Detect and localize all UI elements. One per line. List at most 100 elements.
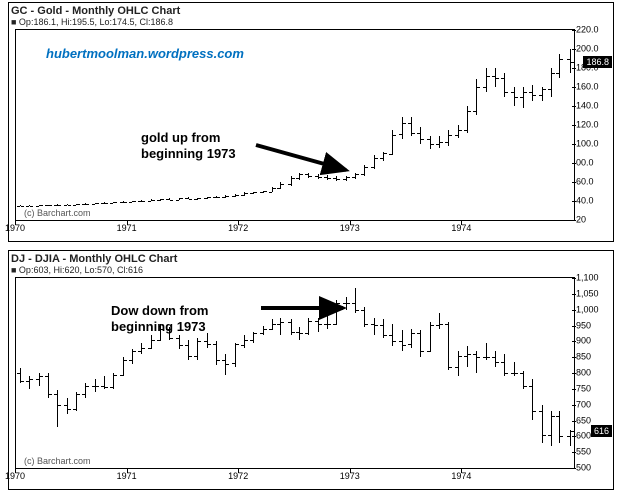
ohlc-bar	[411, 117, 412, 136]
ohlc-bar	[188, 197, 189, 199]
y-tick-label: 1,050	[576, 289, 599, 298]
ohlc-bar	[85, 203, 86, 204]
ohlc-bar	[225, 195, 226, 197]
gold-subtitle: ■ Op:186.1, Hi:195.5, Lo:174.5, Cl:186.8	[9, 17, 613, 29]
ohlc-bar	[225, 354, 226, 375]
ohlc-bar	[355, 288, 356, 313]
y-tick-label: 140.0	[576, 102, 599, 111]
djia-title: DJ - DJIA - Monthly OHLC Chart	[9, 251, 613, 265]
djia-subtitle: ■ Op:603, Hi:620, Lo:570, Cl:616	[9, 265, 613, 277]
ohlc-bar	[253, 332, 254, 343]
ohlc-bar	[308, 173, 309, 179]
watermark: hubertmoolman.wordpress.com	[46, 46, 244, 61]
ohlc-bar	[570, 430, 571, 446]
y-tick-label: 550	[576, 448, 591, 457]
ohlc-bar	[514, 87, 515, 106]
ohlc-bar	[467, 346, 468, 367]
djia-y-ticks: 5005506006507007508008509009501,0001,050…	[576, 278, 610, 468]
ohlc-bar	[244, 192, 245, 196]
ohlc-bar	[207, 333, 208, 347]
gold-x-axis: 19701971197219731974	[15, 223, 575, 237]
ohlc-bar	[263, 326, 264, 336]
y-tick-label: 800	[576, 369, 591, 378]
ohlc-bar	[392, 130, 393, 156]
y-tick-label: 700	[576, 400, 591, 409]
ohlc-bar	[244, 335, 245, 348]
y-tick-label: 220.0	[576, 26, 599, 35]
y-tick-label: 60.0	[576, 178, 594, 187]
ohlc-bar	[318, 318, 319, 332]
ohlc-bar	[197, 198, 198, 200]
y-tick-label: 40.0	[576, 197, 594, 206]
y-tick-label: 850	[576, 353, 591, 362]
ohlc-bar	[551, 68, 552, 97]
ohlc-bar	[67, 398, 68, 414]
ohlc-bar	[430, 322, 431, 352]
djia-x-axis: 19701971197219731974	[15, 471, 575, 485]
gold-price-badge: 186.8	[583, 56, 612, 68]
ohlc-bar	[495, 68, 496, 87]
ohlc-bar	[207, 197, 208, 199]
y-tick-label: 100.0	[576, 140, 599, 149]
ohlc-bar	[132, 201, 133, 203]
ohlc-bar	[559, 411, 560, 443]
ohlc-bar	[486, 343, 487, 360]
y-tick-label: 750	[576, 384, 591, 393]
ohlc-bar	[336, 300, 337, 325]
gold-title: GC - Gold - Monthly OHLC Chart	[9, 3, 613, 17]
ohlc-bar	[346, 297, 347, 310]
djia-chart-panel: DJ - DJIA - Monthly OHLC Chart ■ Op:603,…	[8, 250, 614, 490]
ohlc-bar	[188, 340, 189, 361]
ohlc-bar	[57, 390, 58, 426]
ohlc-bar	[48, 373, 49, 398]
ohlc-bar	[299, 173, 300, 181]
ohlc-bar	[364, 165, 365, 176]
ohlc-bar	[141, 343, 142, 354]
ohlc-bar	[420, 127, 421, 144]
y-tick-label: 00.0	[576, 159, 594, 168]
ohlc-bar	[355, 173, 356, 180]
ohlc-bar	[551, 411, 552, 446]
djia-plot-area: 5005506006507007508008509009501,0001,050…	[15, 277, 575, 469]
ohlc-bar	[439, 136, 440, 147]
ohlc-bar	[169, 327, 170, 340]
ohlc-bar	[197, 338, 198, 360]
ohlc-bar	[291, 319, 292, 335]
y-tick-label: 600	[576, 432, 591, 441]
ohlc-bar	[95, 379, 96, 392]
ohlc-bar	[504, 73, 505, 97]
y-tick-label: 20	[576, 216, 586, 225]
ohlc-bar	[20, 205, 21, 206]
y-tick-label: 1,100	[576, 274, 599, 283]
ohlc-bar	[272, 319, 273, 330]
ohlc-bar	[141, 200, 142, 202]
ohlc-bar	[327, 313, 328, 329]
gold-chart-panel: GC - Gold - Monthly OHLC Chart ■ Op:186.…	[8, 2, 614, 242]
y-tick-label: 200.0	[576, 45, 599, 54]
ohlc-bar	[123, 357, 124, 376]
ohlc-bar	[383, 152, 384, 162]
y-tick-label: 900	[576, 337, 591, 346]
ohlc-bar	[160, 324, 161, 341]
ohlc-bar	[67, 204, 68, 205]
ohlc-bar	[132, 349, 133, 363]
ohlc-bar	[532, 85, 533, 101]
ohlc-bar	[29, 205, 30, 206]
ohlc-bar	[76, 392, 77, 411]
ohlc-bar	[402, 330, 403, 351]
ohlc-bar	[327, 175, 328, 180]
ohlc-bar	[235, 343, 236, 367]
djia-price-badge: 616	[591, 425, 612, 437]
gold-credit: (c) Barchart.com	[16, 207, 91, 220]
ohlc-bar	[383, 319, 384, 338]
ohlc-bar	[402, 117, 403, 139]
ohlc-bar	[291, 176, 292, 186]
ohlc-bar	[253, 192, 254, 195]
ohlc-bar	[458, 351, 459, 376]
djia-arrow-icon	[16, 278, 574, 468]
ohlc-bar	[514, 362, 515, 376]
ohlc-bar	[151, 199, 152, 201]
ohlc-bar	[542, 405, 543, 443]
ohlc-bar	[308, 318, 309, 335]
ohlc-bar	[76, 204, 77, 205]
